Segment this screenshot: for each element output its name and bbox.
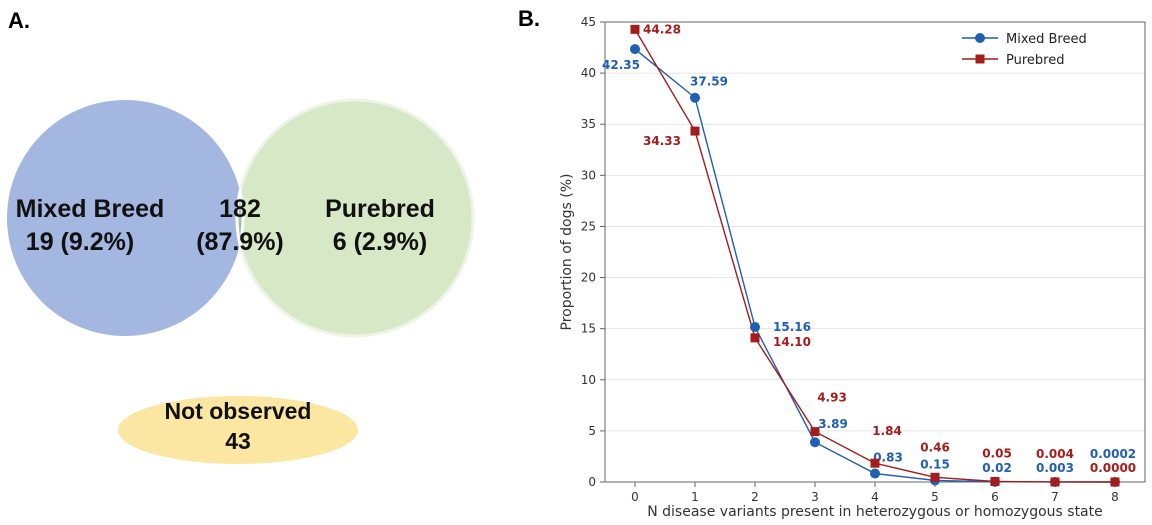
- data-point-purebred: [1110, 477, 1120, 487]
- data-label-mixed-breed: 3.89: [818, 417, 848, 431]
- data-label-mixed-breed: 0.15: [920, 457, 950, 471]
- y-tick-label: 45: [581, 15, 596, 29]
- x-tick-label: 7: [1051, 490, 1059, 504]
- data-label-mixed-breed: 0.02: [982, 461, 1012, 475]
- x-tick-label: 2: [751, 490, 759, 504]
- venn-circle-mixed-breed: [7, 100, 243, 336]
- y-tick-label: 15: [581, 322, 596, 336]
- data-point-mixed-breed: [870, 468, 880, 479]
- data-point-mixed-breed: [750, 322, 760, 333]
- x-tick-label: 4: [871, 490, 879, 504]
- legend-marker-purebred: [975, 54, 985, 64]
- data-point-purebred: [990, 476, 1000, 486]
- overlap-count: 182: [219, 195, 261, 223]
- mixed-breed-stat: 19 (9.2%): [26, 228, 134, 256]
- data-point-mixed-breed: [690, 92, 700, 103]
- data-label-purebred: 0.0000: [1090, 461, 1136, 475]
- series-line-mixed-breed: [634, 48, 1116, 483]
- data-point-mixed-breed: [630, 44, 640, 55]
- legend-marker-mixed-breed: [975, 33, 985, 43]
- x-axis-ticks: 0 1 2 3 4 5 6 7 8: [631, 482, 1119, 504]
- x-tick-label: 3: [811, 490, 819, 504]
- panel-b-letter: B.: [518, 6, 540, 31]
- data-point-purebred: [750, 333, 760, 343]
- data-point-purebred: [630, 24, 640, 34]
- x-axis-title: N disease variants present in heterozygo…: [647, 504, 1103, 520]
- data-point-purebred: [1050, 477, 1060, 487]
- not-observed-count: 43: [225, 428, 251, 454]
- not-observed-ellipse: [118, 396, 358, 464]
- series-line-purebred: [634, 29, 1116, 483]
- data-label-mixed-breed: 0.003: [1036, 461, 1074, 475]
- mixed-breed-label: Mixed Breed: [16, 195, 165, 223]
- legend-label-purebred: Purebred: [1006, 53, 1064, 68]
- y-axis-ticks: 0 5 10 15 20 25 30 35 40 45: [581, 15, 605, 489]
- data-point-purebred: [930, 472, 940, 482]
- data-point-mixed-breed: [810, 437, 820, 448]
- data-label-purebred: 1.84: [872, 424, 902, 438]
- data-label-purebred: 4.93: [817, 391, 847, 405]
- y-tick-label: 5: [588, 424, 596, 438]
- data-label-purebred: 44.28: [643, 22, 681, 36]
- x-tick-label: 1: [691, 490, 699, 504]
- data-label-purebred: 0.46: [920, 440, 950, 454]
- x-tick-label: 6: [991, 490, 999, 504]
- y-tick-label: 0: [588, 475, 596, 489]
- data-label-mixed-breed: 37.59: [690, 75, 728, 89]
- overlap-stat: (87.9%): [196, 228, 284, 256]
- panel-a-letter: A.: [8, 8, 30, 33]
- y-tick-label: 35: [581, 117, 596, 131]
- purebred-label: Purebred: [325, 195, 435, 223]
- data-point-purebred: [690, 126, 700, 136]
- purebred-stat: 6 (2.9%): [333, 228, 427, 256]
- legend: Mixed Breed Purebred: [962, 32, 1087, 68]
- data-label-mixed-breed: 0.0002: [1090, 447, 1136, 461]
- y-tick-label: 40: [581, 66, 596, 80]
- y-tick-label: 10: [581, 373, 596, 387]
- data-label-mixed-breed: 42.35: [602, 58, 640, 72]
- data-label-purebred: 14.10: [773, 335, 811, 349]
- data-label-mixed-breed: 0.83: [873, 451, 903, 465]
- data-label-purebred: 0.05: [982, 446, 1012, 460]
- venn-divider-left: [237, 100, 245, 336]
- venn-divider: [235, 100, 243, 336]
- data-point-purebred: [870, 458, 880, 468]
- venn-diagram: A. Mixed Breed 19 (9.2%) 182 (87.9%) Pur…: [7, 8, 475, 464]
- y-tick-label: 20: [581, 271, 596, 285]
- not-observed-label: Not observed: [165, 398, 312, 424]
- data-label-purebred: 34.33: [643, 134, 681, 148]
- y-axis-title: Proportion of dogs (%): [559, 174, 575, 331]
- x-tick-label: 0: [631, 490, 639, 504]
- data-point-purebred: [810, 427, 820, 437]
- x-tick-label: 8: [1111, 490, 1119, 504]
- x-tick-label: 5: [931, 490, 939, 504]
- data-label-mixed-breed: 15.16: [773, 320, 811, 334]
- legend-label-mixed-breed: Mixed Breed: [1006, 32, 1087, 47]
- data-label-purebred: 0.004: [1036, 447, 1074, 461]
- y-tick-label: 25: [581, 219, 596, 233]
- y-tick-label: 30: [581, 168, 596, 182]
